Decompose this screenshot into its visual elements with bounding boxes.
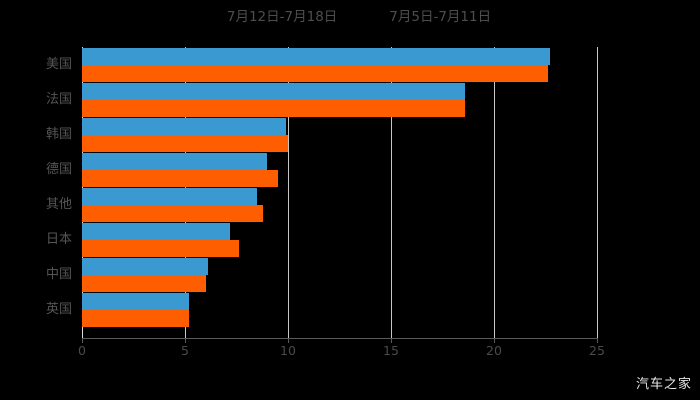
legend-circle-marker-icon bbox=[209, 13, 220, 24]
bar-series-2[interactable] bbox=[82, 310, 190, 327]
category-label-text: 德国 bbox=[45, 162, 72, 177]
category-label-text: 日本 bbox=[45, 232, 72, 247]
x-tick-mark bbox=[391, 338, 392, 343]
x-tick-label: 10 bbox=[280, 343, 296, 358]
watermark-label: 汽车之家 bbox=[635, 377, 692, 392]
bar-series-1[interactable] bbox=[82, 83, 466, 100]
x-tick-label: 5 bbox=[181, 343, 189, 358]
gridline-x-10 bbox=[288, 47, 289, 338]
category-label-4: 德国 bbox=[0, 152, 72, 187]
x-tick-label: 15 bbox=[383, 343, 399, 358]
legend-square-marker-icon bbox=[371, 13, 382, 24]
plot-area bbox=[82, 47, 598, 338]
bar-series-2[interactable] bbox=[82, 275, 206, 292]
chart-legend: 7月12日-7月18日 7月5日-7月11日 bbox=[0, 6, 700, 30]
category-label-text: 法国 bbox=[45, 92, 72, 107]
bar-series-1[interactable] bbox=[82, 293, 190, 310]
bar-group-row bbox=[82, 47, 597, 82]
category-label-text: 其他 bbox=[45, 197, 72, 212]
gridline-x-20 bbox=[494, 47, 495, 338]
category-label-text: 韩国 bbox=[45, 127, 72, 142]
bar-group-row bbox=[82, 152, 597, 187]
x-tick-label: 0 bbox=[78, 343, 86, 358]
category-label-text: 英国 bbox=[45, 302, 72, 317]
category-label-1: 美国 bbox=[0, 47, 72, 82]
bar-series-2[interactable] bbox=[82, 240, 239, 257]
bar-series-2[interactable] bbox=[82, 205, 264, 222]
bar-group-row bbox=[82, 222, 597, 257]
bar-group-row bbox=[82, 187, 597, 222]
x-tick-mark bbox=[288, 338, 289, 343]
legend-label-series-1: 7月12日-7月18日 bbox=[226, 9, 338, 26]
bar-series-1[interactable] bbox=[82, 48, 550, 65]
bar-group-row bbox=[82, 117, 597, 152]
category-label-3: 韩国 bbox=[0, 117, 72, 152]
bar-series-1[interactable] bbox=[82, 223, 231, 240]
category-label-5: 其他 bbox=[0, 187, 72, 222]
bar-series-1[interactable] bbox=[82, 258, 208, 275]
x-axis-line bbox=[82, 338, 598, 339]
bar-group-row bbox=[82, 82, 597, 117]
legend-item-series-1[interactable]: 7月12日-7月18日 bbox=[209, 11, 337, 25]
x-tick-label: 20 bbox=[486, 343, 502, 358]
bar-group-row bbox=[82, 292, 597, 327]
x-tick-mark bbox=[597, 338, 598, 343]
category-label-6: 日本 bbox=[0, 222, 72, 257]
legend-item-series-2[interactable]: 7月5日-7月11日 bbox=[371, 11, 491, 25]
x-tick-label: 25 bbox=[589, 343, 605, 358]
bar-series-2[interactable] bbox=[82, 170, 278, 187]
legend-label-series-2: 7月5日-7月11日 bbox=[389, 9, 492, 26]
bar-series-2[interactable] bbox=[82, 135, 288, 152]
category-label-text: 中国 bbox=[45, 267, 72, 282]
gridline-x-25 bbox=[597, 47, 598, 338]
bar-series-2[interactable] bbox=[82, 65, 548, 82]
bar-group-row bbox=[82, 257, 597, 292]
category-label-7: 中国 bbox=[0, 257, 72, 292]
x-tick-mark bbox=[82, 338, 83, 343]
category-label-text: 美国 bbox=[45, 57, 72, 72]
x-tick-mark bbox=[494, 338, 495, 343]
bar-series-1[interactable] bbox=[82, 118, 286, 135]
category-label-2: 法国 bbox=[0, 82, 72, 117]
x-tick-mark bbox=[185, 338, 186, 343]
bar-series-2[interactable] bbox=[82, 100, 466, 117]
category-label-8: 英国 bbox=[0, 292, 72, 327]
gridline-x-15 bbox=[391, 47, 392, 338]
bar-series-1[interactable] bbox=[82, 188, 258, 205]
bar-series-1[interactable] bbox=[82, 153, 268, 170]
